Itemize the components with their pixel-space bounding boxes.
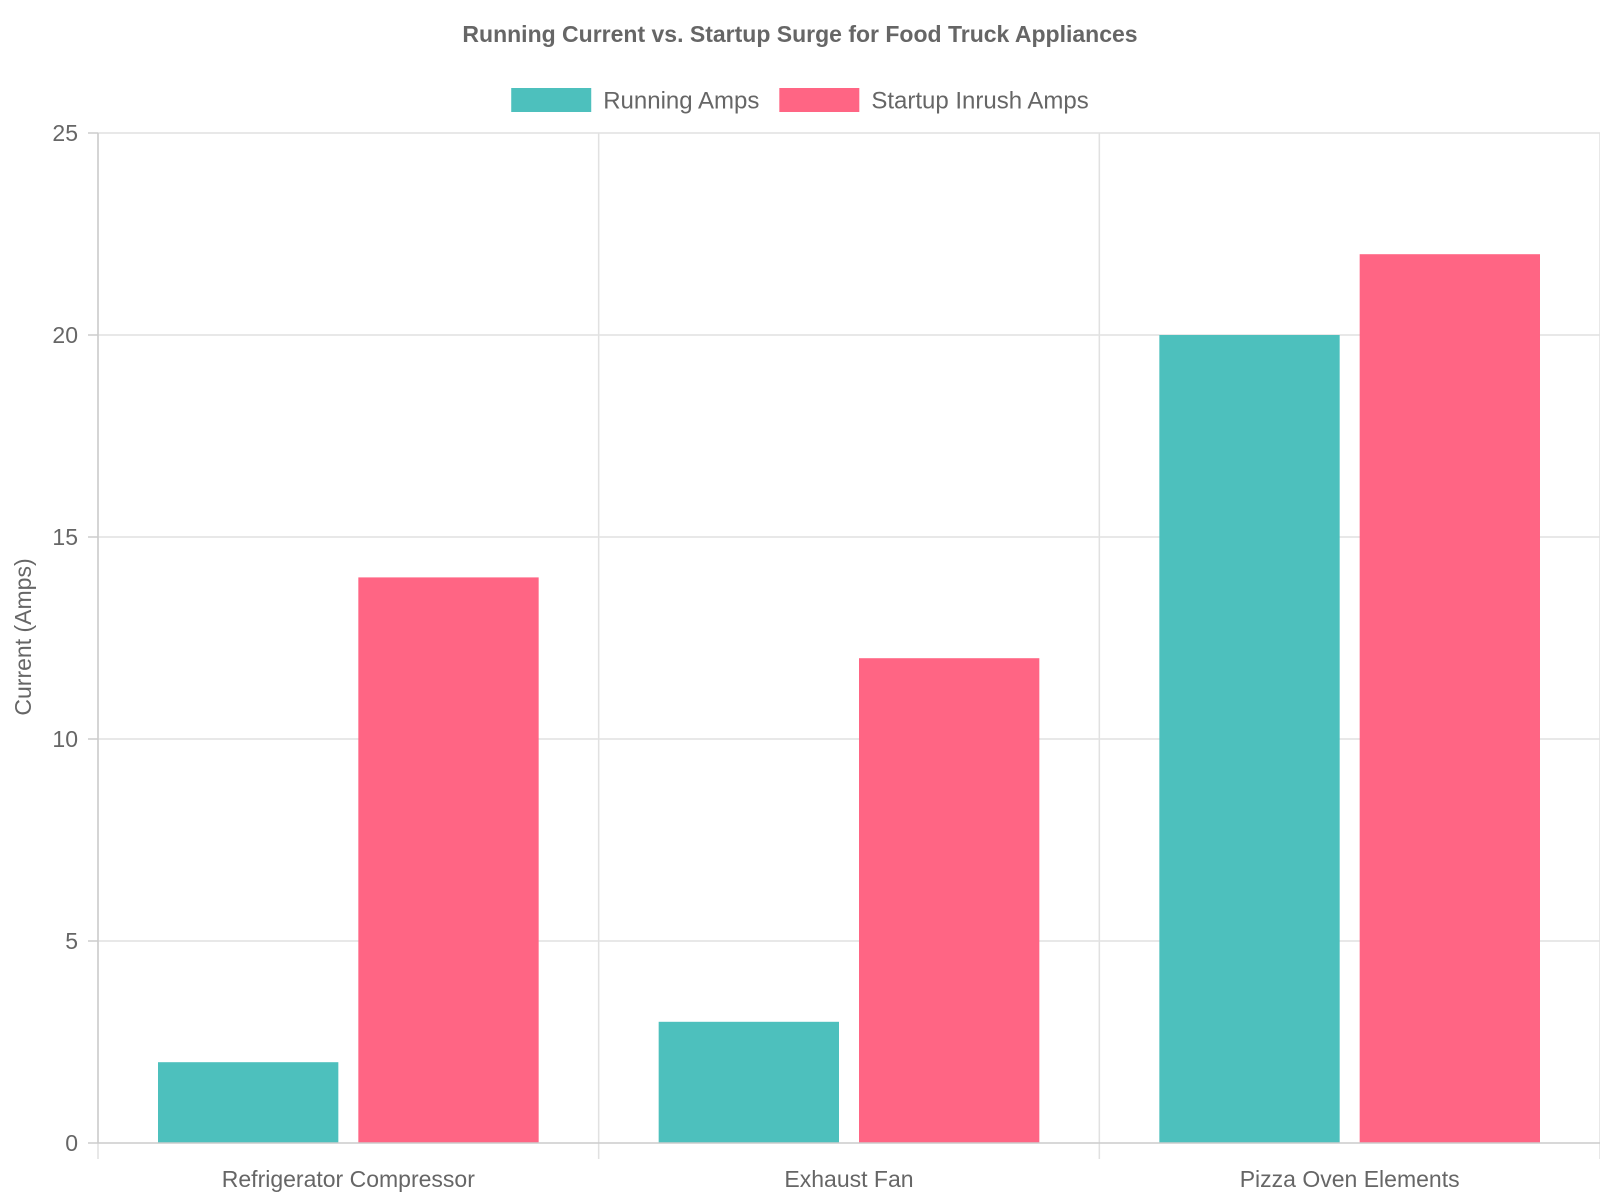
bar-startup-inrush-amps [859,658,1040,1143]
legend: Running Amps Startup Inrush Amps [511,87,1089,114]
legend-swatch [779,88,860,112]
axes: 0 5 10 15 20 25 Refrigerator Compressor Exhaust… [52,120,1600,1192]
bar-running-amps [1159,335,1340,1143]
bars [158,254,1540,1143]
y-axis-title: Current (Amps) [10,558,36,715]
y-tick-label: 20 [52,322,78,348]
bar-startup-inrush-amps [1359,254,1540,1143]
x-tick-label: Pizza Oven Elements [1240,1166,1460,1192]
bar-running-amps [158,1062,339,1143]
y-tick-label: 25 [52,120,78,146]
bar-startup-inrush-amps [358,577,539,1143]
y-tick-label: 10 [52,726,78,752]
x-tick-label: Exhaust Fan [784,1166,913,1192]
bar-running-amps [658,1021,839,1143]
x-tick-label: Refrigerator Compressor [222,1166,475,1192]
legend-swatch [511,88,592,112]
legend-label: Startup Inrush Amps [871,87,1088,114]
legend-label: Running Amps [603,87,759,114]
chart-title: Running Current vs. Startup Surge for Fo… [462,21,1137,47]
y-tick-label: 15 [52,524,78,550]
y-tick-label: 0 [65,1130,78,1156]
y-tick-label: 5 [65,928,78,954]
